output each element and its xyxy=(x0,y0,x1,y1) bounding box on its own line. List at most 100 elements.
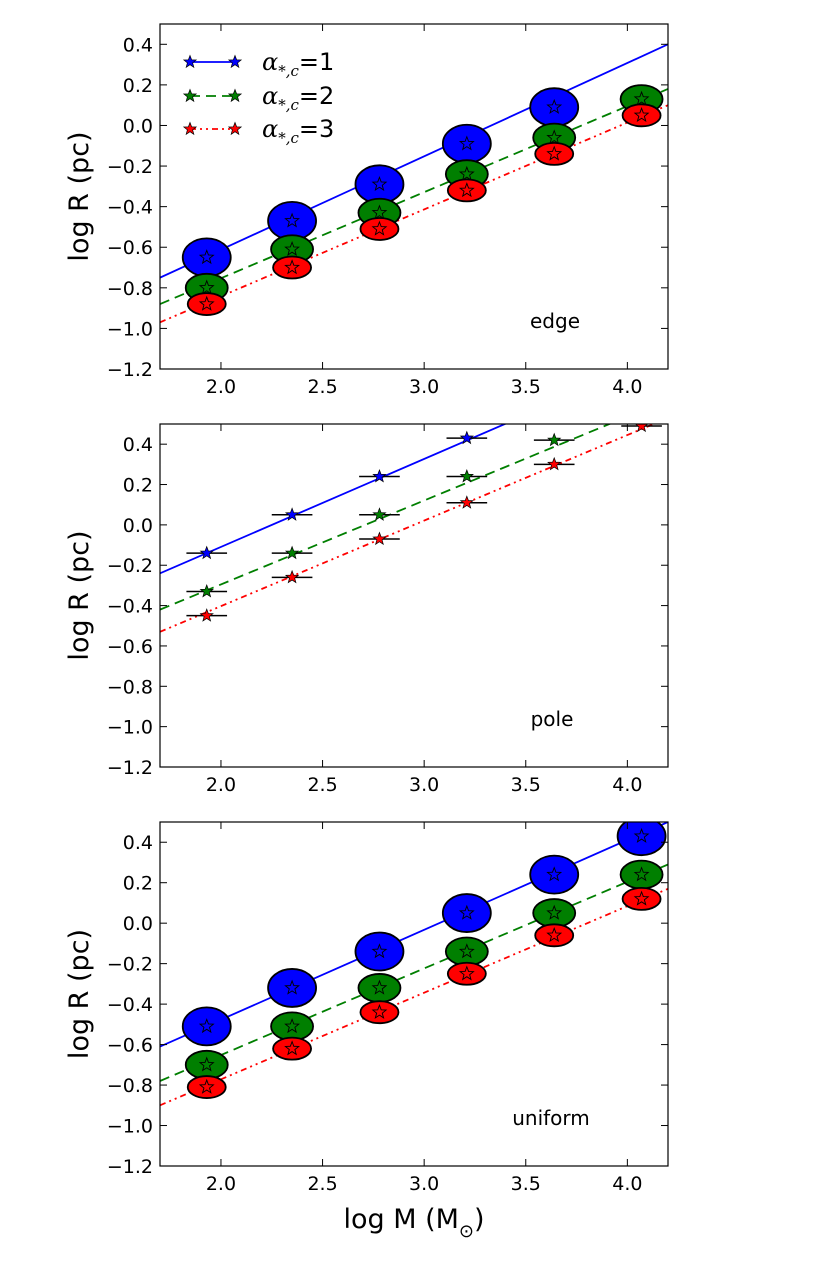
fit-line-3 xyxy=(160,424,656,633)
y-tick-label: −0.8 xyxy=(107,676,153,698)
legend-equals: = xyxy=(299,115,319,143)
data-ellipse xyxy=(184,1049,229,1080)
axes-frame xyxy=(159,423,669,768)
y-tick-label: 0.2 xyxy=(123,475,153,497)
y-tick-label: −1.2 xyxy=(107,359,153,381)
x-tick-label: 4.0 xyxy=(612,1173,642,1195)
fit-line-1 xyxy=(160,424,508,575)
data-ellipse xyxy=(359,217,400,241)
y-tick-label: 0.0 xyxy=(123,913,153,935)
y-tick-label: 0.0 xyxy=(123,515,153,537)
data-ellipse xyxy=(186,292,227,316)
data-ellipse xyxy=(616,822,667,857)
star-marker xyxy=(458,965,475,981)
legend-subscript: *,c xyxy=(278,129,299,147)
star-marker xyxy=(634,424,649,433)
star-marker xyxy=(198,279,215,295)
star-marker xyxy=(198,295,215,311)
data-ellipse xyxy=(441,123,492,164)
x-tick-label: 3.0 xyxy=(409,1173,439,1195)
panel-label: pole xyxy=(531,707,574,731)
panel-label: edge xyxy=(530,309,580,333)
data-ellipse xyxy=(354,931,405,972)
y-tick-label: −0.8 xyxy=(107,1075,153,1097)
legend-star xyxy=(182,54,198,69)
y-tick-label: −1.0 xyxy=(107,1116,153,1138)
star-marker xyxy=(546,866,563,882)
star-marker xyxy=(284,569,300,584)
data-ellipse xyxy=(446,961,487,986)
legend-equals: = xyxy=(299,48,319,76)
star-marker xyxy=(546,129,563,145)
legend-symbol: α xyxy=(262,115,278,143)
x-tick-label: 3.5 xyxy=(511,774,541,796)
y-tick-label: −0.6 xyxy=(107,1035,153,1057)
y-tick-label: 0.4 xyxy=(123,832,153,854)
plot-area-pole xyxy=(160,424,662,633)
star-marker xyxy=(199,608,214,622)
fit-line-1 xyxy=(160,43,668,279)
data-ellipse xyxy=(354,164,405,205)
plot-area-edge xyxy=(160,43,668,324)
star-marker xyxy=(198,1056,215,1072)
star-marker xyxy=(372,507,387,521)
y-tick-label: 0.4 xyxy=(123,434,153,456)
x-tick-label: 4.0 xyxy=(612,376,642,398)
fit-line-2 xyxy=(160,863,668,1082)
star-marker xyxy=(284,240,300,256)
legend-subscript: *,c xyxy=(278,62,299,80)
legend-label: α*,c=3 xyxy=(262,115,334,147)
y-tick-label: −1.2 xyxy=(107,1156,153,1178)
y-tick-label: −0.2 xyxy=(107,156,153,178)
legend-item-3: α*,c=3 xyxy=(182,115,334,147)
legend-value: 3 xyxy=(319,115,334,143)
y-tick-label: 0.2 xyxy=(123,75,153,97)
star-marker xyxy=(371,204,388,220)
y-axis-title: log R (pc) xyxy=(64,530,95,660)
y-tick-label: −1.0 xyxy=(107,318,153,340)
axes-frame xyxy=(159,23,669,370)
panel-label: uniform xyxy=(512,1106,590,1130)
panel-edge: −1.2 −1.0 −0.8 −0.6 −0.4 −0.2 0.0 0.2 0.4 2.0 2.5 3… xyxy=(64,23,669,398)
data-ellipse xyxy=(621,886,662,911)
legend-symbol: α xyxy=(262,48,278,76)
legend: α*,c=1α*,c=2α*,c=3 xyxy=(182,48,334,147)
data-ellipse xyxy=(532,898,577,928)
star-marker xyxy=(459,495,474,509)
data-ellipse xyxy=(181,237,232,278)
legend-value: 1 xyxy=(319,48,334,76)
panel-pole: −1.2 −1.0 −0.8 −0.6 −0.4 −0.2 0.0 0.2 0.4 2.0 2.5 3… xyxy=(64,423,669,796)
star-marker xyxy=(199,583,214,598)
y-tick-label: −0.2 xyxy=(107,954,153,976)
x-tick-label: 2.0 xyxy=(206,376,236,398)
x-tick-label: 2.5 xyxy=(307,376,337,398)
data-ellipse xyxy=(357,973,402,1003)
star-marker xyxy=(371,176,388,192)
star-marker xyxy=(633,90,650,106)
data-ellipse xyxy=(272,255,312,280)
legend-star xyxy=(227,88,243,103)
legend-star xyxy=(227,121,243,136)
axes-frame xyxy=(159,821,669,1167)
star-marker xyxy=(372,468,387,483)
star-marker xyxy=(198,1078,215,1094)
x-axis-title-main: log M (M xyxy=(343,1204,458,1235)
x-tick-label: 2.5 xyxy=(307,1173,337,1195)
legend-star xyxy=(182,88,198,103)
y-axis-title: log R (pc) xyxy=(64,131,95,261)
legend-star xyxy=(227,54,243,69)
x-tick-label: 4.0 xyxy=(612,774,642,796)
legend-star xyxy=(182,121,198,136)
data-ellipse xyxy=(267,968,317,1008)
data-ellipse xyxy=(529,87,580,128)
star-marker xyxy=(633,890,650,906)
star-marker xyxy=(371,979,388,995)
y-tick-label: −0.6 xyxy=(107,636,153,658)
star-marker xyxy=(458,904,475,920)
y-tick-label: −1.2 xyxy=(107,757,153,779)
star-marker xyxy=(547,456,562,471)
legend-equals: = xyxy=(299,82,319,110)
x-tick-label: 2.5 xyxy=(307,774,337,796)
panel-uniform: −1.2 −1.0 −0.8 −0.6 −0.4 −0.2 0.0 0.2 0.4 2.0 2.5 3… xyxy=(64,821,669,1242)
